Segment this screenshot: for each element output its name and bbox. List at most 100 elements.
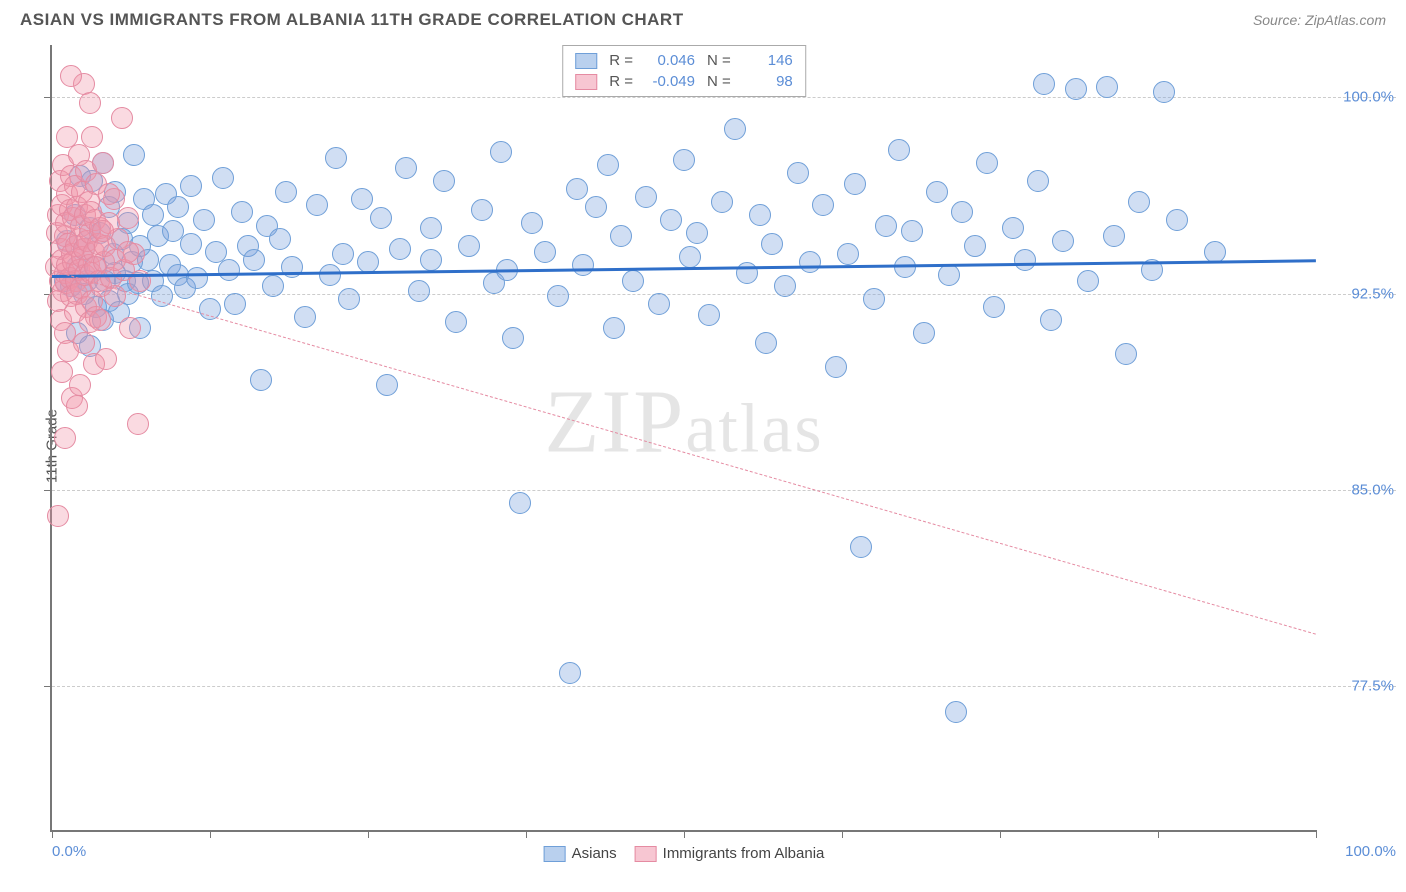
y-tick-label: 85.0%	[1324, 481, 1394, 498]
data-point	[1077, 270, 1099, 292]
data-point	[926, 181, 948, 203]
legend-swatch	[544, 846, 566, 862]
legend-series-label: Immigrants from Albania	[663, 845, 825, 862]
data-point	[787, 162, 809, 184]
data-point	[509, 492, 531, 514]
data-point	[774, 275, 796, 297]
data-point	[888, 139, 910, 161]
data-point	[799, 251, 821, 273]
data-point	[95, 348, 117, 370]
n-value: 98	[743, 73, 793, 90]
gridline	[52, 294, 1396, 295]
data-point	[679, 246, 701, 268]
data-point	[319, 264, 341, 286]
data-point	[502, 327, 524, 349]
data-point	[420, 217, 442, 239]
data-point	[231, 201, 253, 223]
data-point	[844, 173, 866, 195]
data-point	[1204, 241, 1226, 263]
n-value: 146	[743, 52, 793, 69]
r-value: -0.049	[645, 73, 695, 90]
scatter-chart: ZIPatlas R =0.046N =146R =-0.049N =98 As…	[50, 45, 1316, 832]
data-point	[1065, 78, 1087, 100]
data-point	[212, 167, 234, 189]
data-point	[635, 186, 657, 208]
watermark: ZIPatlas	[544, 370, 823, 473]
data-point	[111, 107, 133, 129]
x-tick	[210, 830, 211, 838]
x-tick	[1158, 830, 1159, 838]
data-point	[351, 188, 373, 210]
legend-swatch	[575, 53, 597, 69]
data-point	[825, 356, 847, 378]
data-point	[420, 249, 442, 271]
x-tick	[842, 830, 843, 838]
data-point	[622, 270, 644, 292]
data-point	[119, 317, 141, 339]
data-point	[597, 154, 619, 176]
data-point	[1014, 249, 1036, 271]
data-point	[1115, 343, 1137, 365]
x-tick	[368, 830, 369, 838]
data-point	[1052, 230, 1074, 252]
data-point	[850, 536, 872, 558]
data-point	[1002, 217, 1024, 239]
data-point	[123, 144, 145, 166]
legend-correlation-row: R = -0.049 N = 98	[571, 71, 797, 92]
data-point	[534, 241, 556, 263]
n-label: N =	[707, 73, 731, 90]
data-point	[69, 374, 91, 396]
data-point	[673, 149, 695, 171]
data-point	[572, 254, 594, 276]
data-point	[559, 662, 581, 684]
legend-swatch	[635, 846, 657, 862]
data-point	[73, 332, 95, 354]
x-max-label: 100.0%	[1345, 843, 1396, 860]
gridline	[52, 686, 1396, 687]
data-point	[521, 212, 543, 234]
data-point	[976, 152, 998, 174]
r-label: R =	[609, 52, 633, 69]
data-point	[250, 369, 272, 391]
data-point	[180, 175, 202, 197]
data-point	[951, 201, 973, 223]
data-point	[47, 505, 69, 527]
data-point	[1096, 76, 1118, 98]
data-point	[332, 243, 354, 265]
data-point	[56, 126, 78, 148]
r-label: R =	[609, 73, 633, 90]
data-point	[1033, 73, 1055, 95]
legend-series-item: Immigrants from Albania	[635, 845, 825, 862]
x-tick	[1316, 830, 1317, 838]
data-point	[458, 235, 480, 257]
y-tick	[44, 686, 52, 687]
data-point	[98, 183, 120, 205]
data-point	[490, 141, 512, 163]
data-point	[89, 309, 111, 331]
data-point	[218, 259, 240, 281]
data-point	[224, 293, 246, 315]
data-point	[66, 395, 88, 417]
data-point	[1103, 225, 1125, 247]
data-point	[648, 293, 670, 315]
data-point	[913, 322, 935, 344]
x-tick	[1000, 830, 1001, 838]
r-value: 0.046	[645, 52, 695, 69]
x-tick	[526, 830, 527, 838]
data-point	[1040, 309, 1062, 331]
data-point	[376, 374, 398, 396]
data-point	[325, 147, 347, 169]
data-point	[660, 209, 682, 231]
data-point	[193, 209, 215, 231]
legend-series-label: Asians	[572, 845, 617, 862]
data-point	[117, 241, 139, 263]
data-point	[983, 296, 1005, 318]
data-point	[901, 220, 923, 242]
gridline	[52, 490, 1396, 491]
data-point	[92, 152, 114, 174]
data-point	[837, 243, 859, 265]
data-point	[306, 194, 328, 216]
data-point	[686, 222, 708, 244]
data-point	[127, 413, 149, 435]
data-point	[964, 235, 986, 257]
